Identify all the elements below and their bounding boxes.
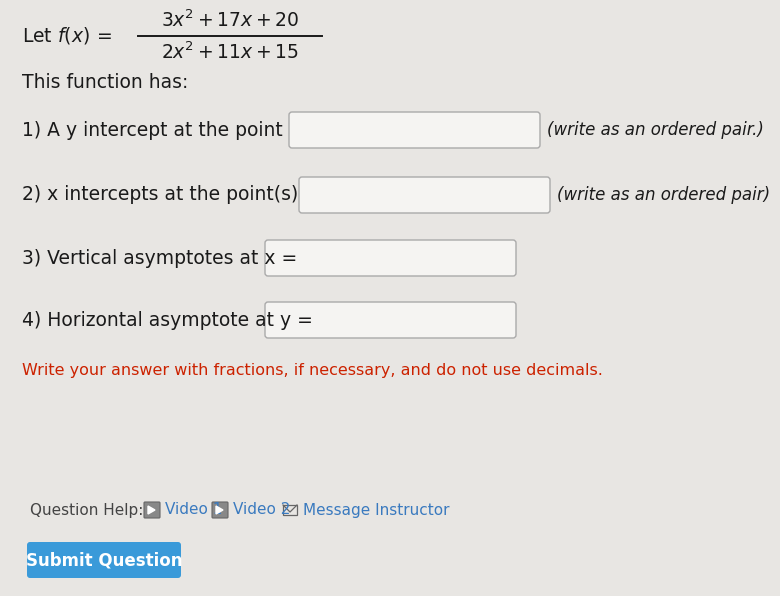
Polygon shape [216,506,223,514]
Text: 4) Horizontal asymptote at y =: 4) Horizontal asymptote at y = [22,311,313,330]
Text: Video 1: Video 1 [165,502,222,517]
FancyBboxPatch shape [27,542,181,578]
FancyBboxPatch shape [144,502,160,518]
Text: 3) Vertical asymptotes at x =: 3) Vertical asymptotes at x = [22,249,297,268]
Text: 2) x intercepts at the point(s): 2) x intercepts at the point(s) [22,185,298,204]
Text: $2x^2+11x+15$: $2x^2+11x+15$ [161,41,299,63]
FancyBboxPatch shape [212,502,228,518]
Text: 1) A y intercept at the point: 1) A y intercept at the point [22,120,282,139]
FancyBboxPatch shape [265,302,516,338]
Text: Write your answer with fractions, if necessary, and do not use decimals.: Write your answer with fractions, if nec… [22,362,603,377]
Text: Let $f(x)\,=$: Let $f(x)\,=$ [22,24,112,45]
Polygon shape [148,506,155,514]
Text: Video 2: Video 2 [233,502,290,517]
Text: Submit Question: Submit Question [26,551,183,569]
FancyBboxPatch shape [299,177,550,213]
FancyBboxPatch shape [289,112,540,148]
FancyBboxPatch shape [265,240,516,276]
Text: Message Instructor: Message Instructor [303,502,449,517]
Text: (write as an ordered pair): (write as an ordered pair) [557,186,770,204]
Text: Question Help:: Question Help: [30,502,144,517]
Text: (write as an ordered pair.): (write as an ordered pair.) [547,121,764,139]
Text: $3x^2+17x+20$: $3x^2+17x+20$ [161,10,300,31]
Text: This function has:: This function has: [22,73,189,92]
